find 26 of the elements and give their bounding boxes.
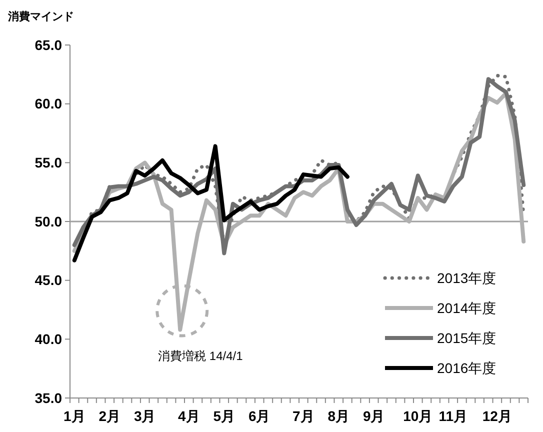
y-tick-label: 50.0 — [34, 213, 62, 230]
x-tick-label: 12月 — [482, 408, 512, 424]
y-tick-label: 35.0 — [34, 390, 62, 406]
line-series — [72, 144, 350, 262]
legend-label: 2016年度 — [437, 360, 496, 376]
x-tick-label: 8月 — [328, 408, 350, 424]
x-tick-label: 9月 — [362, 408, 385, 424]
x-tick-label: 10月 — [403, 408, 433, 424]
y-tick-label: 40.0 — [34, 331, 62, 348]
x-tick-label: 11月 — [438, 408, 468, 424]
y-tick-label: 60.0 — [34, 96, 62, 112]
legend-label: 2014年度 — [437, 300, 496, 316]
legend-label: 2013年度 — [437, 270, 496, 286]
annotation: 消費増税 14/4/1 — [158, 348, 244, 363]
y-tick-label: 65.0 — [34, 36, 62, 53]
y-tick-label: 45.0 — [34, 272, 62, 288]
x-tick-label: 3月 — [134, 408, 156, 424]
y-axis-title: 消費マインド — [7, 10, 74, 23]
y-tick-label: 55.0 — [34, 154, 62, 171]
legend-label: 2015年度 — [437, 330, 496, 346]
x-tick-label: 6月 — [248, 408, 270, 424]
x-tick-label: 2月 — [98, 408, 121, 424]
x-tick-label: 4月 — [178, 408, 200, 424]
x-tick-label: 7月 — [292, 408, 314, 424]
x-tick-label: 1月 — [64, 408, 86, 424]
x-tick-label: 5月 — [213, 408, 236, 424]
